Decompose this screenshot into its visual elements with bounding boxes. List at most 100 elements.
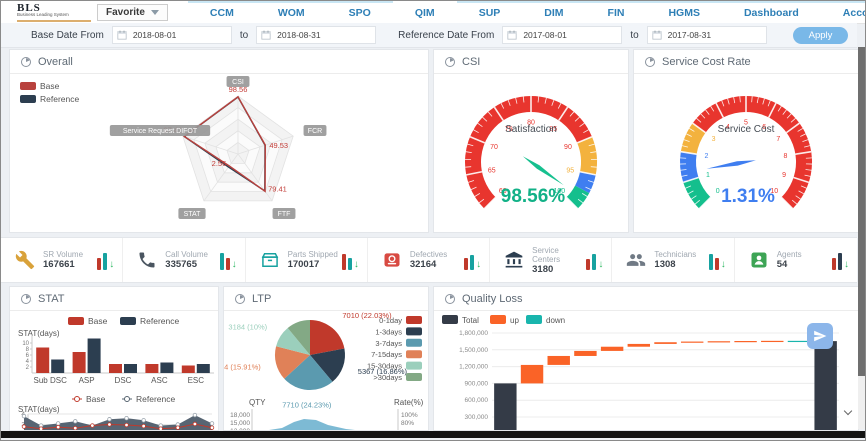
kpi-value: 167661 [43, 259, 75, 270]
svg-text:1,500,000: 1,500,000 [459, 347, 488, 354]
tab-spo[interactable]: SPO [326, 1, 393, 23]
kpi-service-centers[interactable]: Service Centers 3180 ↓ [490, 238, 613, 282]
tab-dim[interactable]: DIM [522, 1, 586, 23]
kpi-call-volume[interactable]: Call Volume 335765 ↓ [123, 238, 246, 282]
service-cost-rate-panel-header: Service Cost Rate [634, 50, 858, 74]
overall-radar-chart: 98.5649.5379.412.5697.41CSIFCRFTFSTATSer… [20, 76, 327, 219]
mini-bar [103, 253, 108, 270]
svg-text:10: 10 [22, 341, 29, 347]
ltp-panel: LTP 7010 (22.03%) 5367 (16.86%) 7710 (24.2… [223, 286, 429, 431]
people-icon [626, 250, 646, 270]
svg-text:Base: Base [40, 81, 60, 91]
base-date-from-input[interactable] [130, 29, 231, 41]
kpi-value: 3180 [532, 263, 554, 275]
svg-text:1: 1 [706, 172, 710, 179]
mini-bar [586, 259, 591, 270]
apply-button[interactable]: Apply [792, 26, 849, 44]
kpi-mini-bars: ↓ [219, 250, 239, 270]
svg-text:STAT(days): STAT(days) [18, 329, 60, 338]
kpi-mini-bars: ↓ [708, 250, 728, 270]
tab-wom[interactable]: WOM [255, 1, 327, 23]
svg-text:6: 6 [26, 353, 30, 359]
svg-text:4: 4 [26, 359, 30, 365]
svg-text:79.41: 79.41 [268, 184, 287, 193]
brand-logo[interactable]: BLS Business Leading System [1, 1, 91, 23]
panel-title: Overall [38, 55, 73, 68]
base-date-from-field[interactable] [111, 26, 232, 44]
svg-text:CSI: CSI [232, 79, 244, 86]
panel-title: Quality Loss [462, 292, 523, 305]
svg-text:Service Cost: Service Cost [718, 124, 775, 135]
svg-text:5: 5 [744, 120, 748, 127]
svg-text:95: 95 [566, 167, 574, 174]
svg-text:80: 80 [527, 120, 535, 127]
svg-text:3184 (10%): 3184 (10%) [228, 323, 267, 332]
reference-date-from-field[interactable] [502, 26, 623, 44]
tab-account[interactable]: Account [820, 1, 865, 23]
mini-bar [97, 258, 102, 270]
scrollbar[interactable] [858, 47, 865, 429]
tab-qim[interactable]: QIM [392, 1, 457, 23]
tab-sup[interactable]: SUP [456, 1, 523, 23]
pie-clock-icon [235, 293, 245, 304]
svg-text:STAT: STAT [184, 211, 202, 218]
kpi-label: Technicians [654, 250, 697, 259]
kpi-value: 1308 [654, 259, 676, 270]
svg-text:600,000: 600,000 [465, 397, 489, 404]
base-date-to-field[interactable] [256, 26, 377, 44]
tab-fin[interactable]: FIN [585, 1, 647, 23]
to-label: to [630, 29, 639, 41]
svg-text:FCR: FCR [308, 128, 322, 135]
stat-panel-header: STAT [10, 287, 218, 311]
kpi-mini-bars: ↓ [341, 250, 361, 270]
kpi-sr-volume[interactable]: SR Volume 167661 ↓ [1, 238, 124, 282]
svg-text:Rate(%): Rate(%) [394, 398, 424, 407]
base-date-to-input[interactable] [275, 29, 376, 41]
trend-down-arrow-icon: ↓ [843, 259, 849, 270]
svg-text:Service Request DIFOT: Service Request DIFOT [123, 128, 198, 135]
kpi-label: Service Centers [532, 245, 561, 264]
to-label: to [239, 29, 249, 41]
pie-clock-icon [21, 293, 31, 304]
pie-clock-icon [645, 56, 655, 67]
kpi-value: 335765 [165, 259, 197, 270]
mini-bar [341, 254, 346, 270]
kpi-agents[interactable]: Agents 54 ↓ [735, 238, 857, 282]
svg-text:>30days: >30days [373, 373, 402, 382]
reference-date-to-input[interactable] [665, 29, 766, 41]
feedback-button[interactable] [807, 323, 833, 349]
stat-panel: STAT Base Reference STAT(days) 2 4 6 8 10 Sub DS… [9, 286, 219, 431]
svg-text:0-1day: 0-1day [379, 316, 402, 325]
top-nav: BLS Business Leading System Favorite CCM… [1, 1, 865, 24]
scrollbar-thumb[interactable] [858, 47, 865, 376]
kpi-parts-shipped[interactable]: Parts Shipped 170017 ↓ [246, 238, 368, 282]
reference-date-from-label: Reference Date From [398, 29, 495, 41]
svg-text:Reference: Reference [136, 394, 175, 404]
pie-clock-icon [445, 293, 455, 304]
reference-date-from-input[interactable] [521, 29, 622, 41]
svg-text:12,000: 12,000 [230, 428, 250, 431]
calendar-icon [507, 30, 517, 40]
kpi-label: Call Volume [165, 250, 208, 259]
kpi-label: Agents [776, 250, 802, 259]
kpi-value: 32164 [409, 259, 437, 270]
svg-text:49.53: 49.53 [269, 141, 288, 150]
tab-hgms[interactable]: HGMS [646, 1, 722, 23]
ltp-panel-header: LTP [224, 287, 428, 311]
panel-title: Service Cost Rate [662, 55, 751, 68]
reference-date-to-field[interactable] [646, 26, 767, 44]
scroll-down-icon[interactable] [844, 408, 852, 416]
tab-dashboard[interactable]: Dashboard [721, 1, 821, 23]
kpi-defectives[interactable]: Defectives 32164 ↓ [368, 238, 491, 282]
tab-ccm[interactable]: CCM [187, 1, 256, 23]
kpi-technicians[interactable]: Technicians 1308 ↓ [612, 238, 735, 282]
favorite-dropdown[interactable]: Favorite [97, 3, 168, 21]
csi-gauge-chart: 60 65 70 75 80 85 90 95 100 Satisfaction 98.56% [465, 96, 597, 210]
quality-loss-panel-header: Quality Loss [434, 287, 858, 311]
favorite-label: Favorite [106, 6, 145, 18]
kpi-strip: SR Volume 167661 ↓ Call Volume 335765 ↓ Parts … [1, 237, 857, 283]
calendar-icon [652, 30, 662, 40]
kpi-value: 170017 [287, 259, 320, 270]
overall-panel: Overall 98.5649.5379.412.5697.41CSIFCRFT… [9, 49, 429, 233]
